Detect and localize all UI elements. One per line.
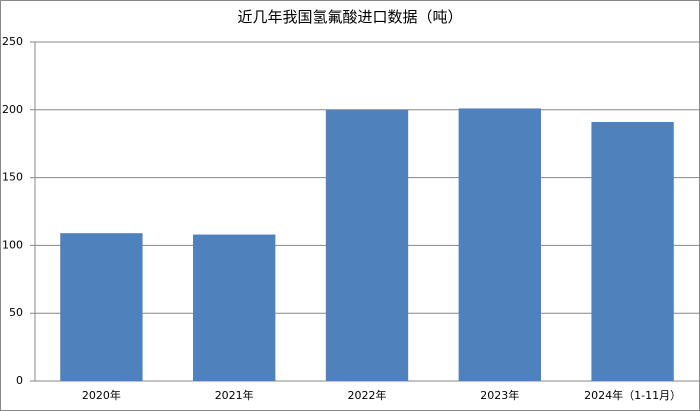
bar: [591, 122, 674, 381]
bar: [325, 109, 409, 382]
y-tick-label: 100: [2, 238, 23, 251]
y-tick-label: 150: [2, 171, 23, 184]
y-tick-label: 200: [2, 103, 23, 116]
y-tick-label: 0: [16, 374, 23, 387]
x-tick-label: 2021年: [215, 388, 254, 402]
y-tick-label: 250: [2, 35, 23, 48]
x-tick-label: 2024年（1-11月）: [584, 388, 681, 402]
bar: [193, 234, 276, 381]
y-tick-label: 50: [9, 306, 23, 319]
x-tick-label: 2023年: [480, 388, 519, 402]
x-tick-label: 2022年: [348, 388, 387, 402]
x-tick-label: 2020年: [82, 388, 121, 402]
chart-title: 近几年我国氢氟酸进口数据（吨）: [237, 8, 462, 26]
bar: [60, 233, 143, 381]
bar: [458, 108, 541, 381]
